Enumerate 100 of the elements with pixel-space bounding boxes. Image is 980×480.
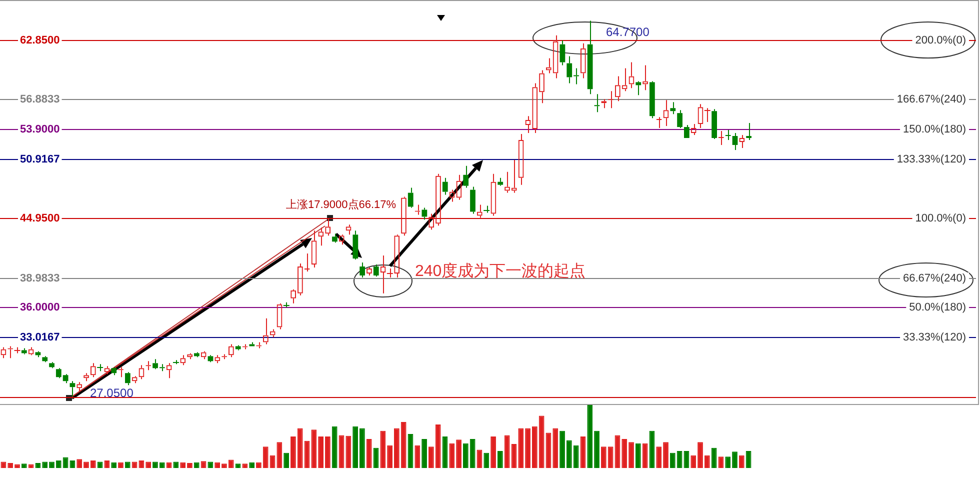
bar — [484, 452, 490, 468]
candlestick — [373, 264, 379, 277]
bar — [449, 443, 455, 468]
candlestick — [732, 132, 738, 150]
bar — [463, 443, 468, 468]
bar — [360, 428, 365, 468]
y-tick-label: 38.9833 — [20, 272, 60, 285]
candlestick — [332, 233, 338, 244]
candlestick — [70, 380, 76, 398]
candlestick — [712, 108, 717, 140]
bar — [725, 456, 731, 468]
bar — [490, 436, 496, 468]
bar — [470, 439, 476, 468]
y-tick-label: 33.0167 — [20, 332, 60, 344]
annotation: 66.67%(240) — [903, 272, 966, 285]
candlestick — [21, 348, 27, 355]
y-tick-label: 62.8500 — [20, 34, 60, 47]
candlestick — [208, 354, 214, 363]
bar — [566, 440, 572, 468]
candlestick — [560, 40, 566, 66]
bar — [456, 440, 462, 468]
bar — [600, 446, 606, 468]
bar — [635, 443, 641, 468]
candlestick — [594, 94, 600, 113]
candlestick — [670, 102, 676, 115]
y-tick-label: 44.9500 — [20, 212, 60, 225]
bar — [663, 442, 668, 468]
candlestick — [42, 356, 48, 363]
candlestick — [124, 372, 130, 386]
candlestick — [111, 366, 117, 376]
annotation: 50.0%(180) — [909, 302, 966, 314]
bar — [718, 456, 724, 468]
candlestick — [249, 342, 255, 346]
bar — [290, 436, 296, 468]
bar — [698, 442, 703, 468]
bar — [622, 439, 628, 468]
bar — [573, 445, 579, 468]
bar — [262, 446, 268, 468]
candlestick — [656, 116, 662, 129]
annotation: 27.0500 — [90, 386, 134, 400]
candlestick — [304, 253, 310, 272]
bar — [332, 426, 338, 468]
bar — [352, 426, 358, 468]
bar — [311, 430, 317, 468]
bar — [422, 439, 427, 468]
bar — [435, 424, 441, 468]
candlestick — [470, 186, 476, 214]
bar — [276, 442, 282, 468]
bar — [400, 422, 406, 468]
bar — [297, 428, 303, 468]
y-tick-label: 53.9000 — [20, 124, 60, 136]
y-tick-label: 50.9167 — [20, 154, 60, 166]
candlestick — [49, 362, 54, 369]
annotation: 上涨17.9000点66.17% — [286, 199, 396, 212]
bar — [318, 436, 324, 468]
candlestick — [636, 80, 642, 96]
candlestick — [352, 230, 358, 260]
bar — [532, 426, 538, 468]
bar — [738, 455, 744, 468]
bar — [394, 428, 400, 468]
candlestick — [463, 165, 469, 188]
annotation: 100.0%(0) — [915, 212, 966, 225]
candlestick — [649, 80, 655, 119]
bar — [387, 445, 392, 468]
candlestick — [35, 350, 41, 358]
annotation: 240度成为下一波的起点 — [415, 263, 586, 281]
candlestick — [235, 344, 241, 351]
bar — [552, 428, 558, 468]
candlestick — [442, 177, 448, 196]
candlestick — [498, 177, 504, 186]
candlestick — [408, 187, 414, 208]
candlestick — [725, 130, 731, 140]
bar — [414, 445, 420, 468]
candlestick — [194, 352, 200, 358]
candlestick — [587, 20, 593, 95]
bar — [284, 452, 290, 468]
bar — [497, 450, 503, 468]
bar — [704, 455, 710, 468]
annotation: 150.0%(180) — [903, 124, 966, 136]
candlestick — [422, 207, 428, 220]
bar — [504, 435, 510, 468]
bar — [380, 430, 386, 468]
bar — [690, 455, 696, 468]
candlestick — [360, 262, 366, 278]
bar — [732, 452, 738, 468]
bar — [608, 446, 614, 468]
bar — [642, 443, 648, 468]
bar — [670, 452, 676, 468]
annotation: 166.67%(240) — [896, 94, 966, 106]
annotation: 133.33%(120) — [896, 154, 966, 166]
bar — [587, 405, 593, 468]
bar — [594, 430, 600, 468]
bar — [525, 428, 530, 468]
bar — [656, 446, 662, 468]
bar — [518, 428, 524, 468]
candlestick — [746, 122, 752, 140]
bar — [325, 436, 330, 468]
bar — [676, 450, 682, 468]
y-tick-label: 56.8833 — [20, 94, 60, 106]
annotation: 200.0%(0) — [915, 34, 966, 47]
